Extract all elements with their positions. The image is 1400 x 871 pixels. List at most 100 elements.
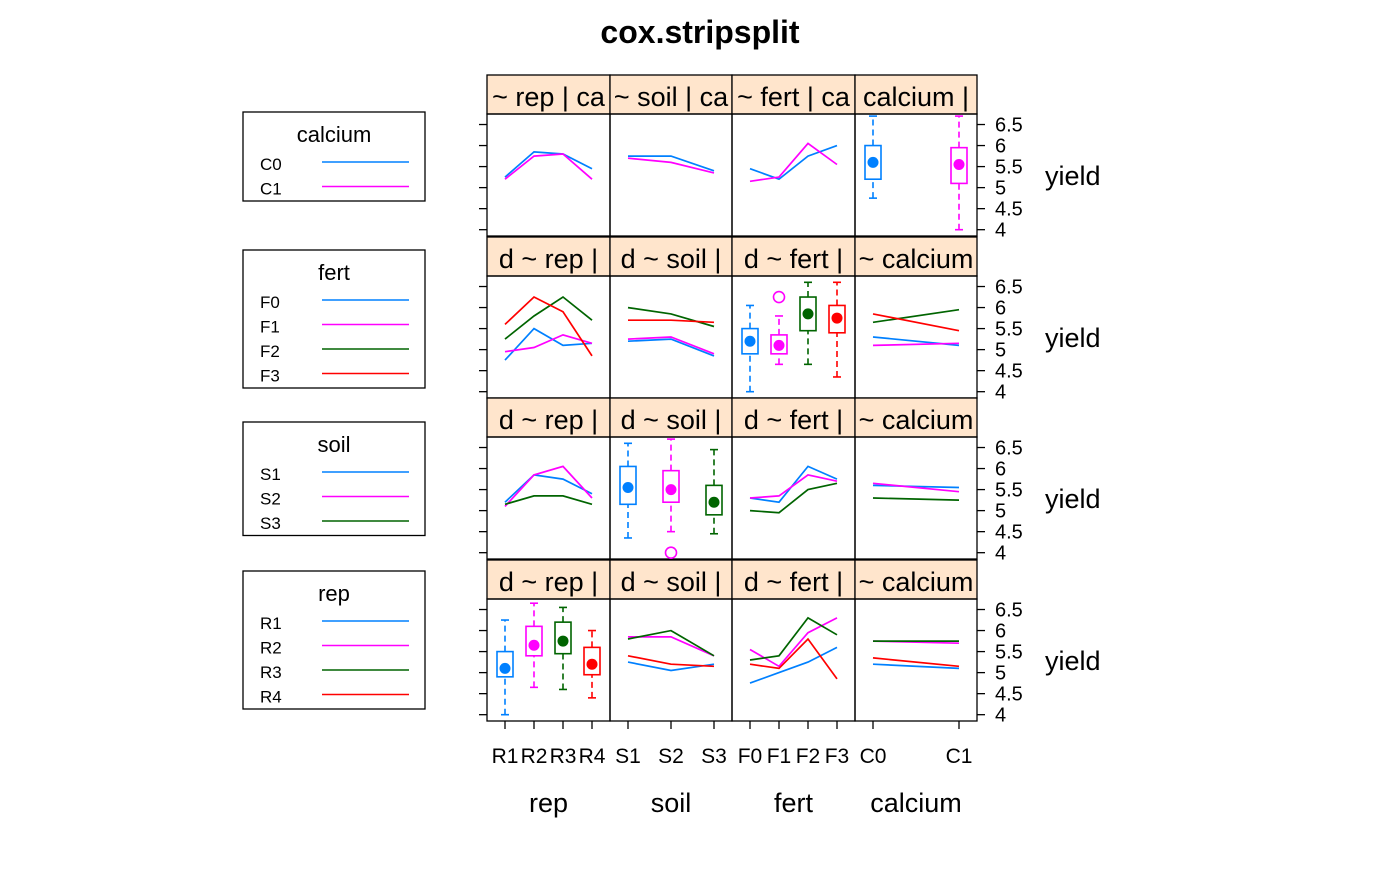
series-line-F0 xyxy=(627,338,715,357)
x-tick-label: S3 xyxy=(701,745,727,768)
legend-entry-label: C0 xyxy=(260,155,282,174)
panel-calcium-by-rep: ~ rep | ca xyxy=(486,74,611,237)
box-body xyxy=(950,146,968,185)
legend-entry-label: S3 xyxy=(260,514,281,533)
y-tick-label: 6 xyxy=(995,621,1006,643)
x-axis-label: soil xyxy=(651,788,692,818)
y-axis-label: yield xyxy=(1045,323,1101,353)
box-body xyxy=(770,334,788,355)
series-line-S3 xyxy=(504,495,593,506)
strip-label: ~ calcium xyxy=(859,405,974,435)
x-tick-label: C0 xyxy=(860,745,887,768)
x-tick-label: S2 xyxy=(658,745,684,768)
x-axis-fert: F0 F1 F2 F3 fert xyxy=(738,721,849,818)
median-dot xyxy=(953,158,965,170)
series-line-R4 xyxy=(627,654,715,668)
strip xyxy=(854,74,978,115)
median-dot xyxy=(665,484,677,496)
x-tick-label: C1 xyxy=(946,745,973,768)
panel-frame xyxy=(731,113,856,237)
legend-entry-label: S2 xyxy=(260,490,281,509)
strip xyxy=(731,236,856,277)
strip xyxy=(609,236,733,277)
legend-frame xyxy=(242,570,426,710)
panel-fert-by-rep: d ~ rep | xyxy=(486,236,611,399)
box-C0 xyxy=(864,115,882,199)
series-line-F2 xyxy=(872,308,960,324)
panel-rep-by-calcium: ~ calcium xyxy=(854,559,978,722)
series-line-S2 xyxy=(504,465,593,507)
median-dot xyxy=(773,339,785,351)
box-body xyxy=(496,650,514,678)
strip-label: d ~ rep | xyxy=(499,244,598,274)
box-body xyxy=(619,465,637,506)
strip-label: d ~ fert | xyxy=(744,244,843,274)
median-dot xyxy=(528,639,540,651)
strip xyxy=(609,397,733,438)
y-tick-label: 6 xyxy=(995,459,1006,481)
y-tick-label: 6.5 xyxy=(995,115,1023,137)
legend-soil: soil S1 S2 S3 xyxy=(242,421,426,537)
y-axis-label: yield xyxy=(1045,484,1101,514)
y-tick-label: 4 xyxy=(995,382,1006,404)
box-body xyxy=(864,144,882,181)
legend-title: soil xyxy=(317,432,350,457)
x-axis-soil: S1 S2 S3 soil xyxy=(615,721,727,818)
box-F0 xyxy=(741,304,759,393)
series-line-R2 xyxy=(749,617,838,668)
median-dot xyxy=(867,156,879,168)
box-R2 xyxy=(525,602,543,689)
series-line-F0 xyxy=(504,327,593,361)
panel-frame xyxy=(609,598,733,722)
series-line-C0 xyxy=(628,155,715,172)
x-tick-label: F2 xyxy=(796,745,821,768)
series-line-S1 xyxy=(872,484,960,489)
strip-label: d ~ soil | xyxy=(621,567,722,597)
panel-frame xyxy=(854,436,978,560)
x-axis-label: fert xyxy=(774,788,814,818)
x-tick-label: F0 xyxy=(738,745,763,768)
median-dot xyxy=(708,496,720,508)
y-tick-label: 4.5 xyxy=(995,361,1023,383)
box-S1 xyxy=(619,442,637,539)
median-dot xyxy=(499,662,511,674)
panel-frame xyxy=(609,113,733,237)
box-body xyxy=(741,327,759,355)
legend-entry-label: F1 xyxy=(260,318,280,337)
y-tick-label: 4.5 xyxy=(995,684,1023,706)
y-tick-label: 5 xyxy=(995,340,1006,362)
y-axis-label: yield xyxy=(1045,646,1101,676)
y-axis-row-calcium: 44.555.566.5 yield xyxy=(479,115,1101,242)
legend-frame xyxy=(242,111,426,202)
outlier-point xyxy=(664,546,678,559)
box-body xyxy=(799,296,817,332)
panel-calcium-by-soil: ~ soil | ca xyxy=(609,74,733,237)
x-axis-calcium: C0 C1 calcium xyxy=(860,721,973,818)
series-line-F3 xyxy=(628,319,715,324)
panel-soil-by-calcium: ~ calcium xyxy=(854,397,978,560)
strip-label: d ~ soil | xyxy=(621,244,722,274)
y-axis-row-soil: 44.555.566.5 yield xyxy=(479,438,1101,565)
legend-calcium: calcium C0 C1 xyxy=(242,111,426,202)
legend-entry-label: R4 xyxy=(260,688,282,707)
y-axis-row-fert: 44.555.566.5 yield xyxy=(479,277,1101,404)
y-tick-label: 4 xyxy=(995,220,1006,242)
series-line-F1 xyxy=(504,333,593,353)
panel-rep-by-soil: d ~ soil | xyxy=(609,559,733,722)
series-line-R1 xyxy=(872,663,960,670)
strip-label: ~ calcium xyxy=(859,567,974,597)
panel-soil-by-rep: d ~ rep | xyxy=(486,397,611,560)
box-R3 xyxy=(554,606,572,691)
strip xyxy=(854,559,978,600)
x-tick-label: R1 xyxy=(492,745,519,768)
legend-entry-label: S1 xyxy=(260,465,281,484)
series-line-S3 xyxy=(749,482,838,514)
y-tick-label: 6.5 xyxy=(995,600,1023,622)
box-body xyxy=(705,484,723,516)
series-line-R2 xyxy=(628,636,715,657)
series-line-R4 xyxy=(749,637,838,680)
legend-title: fert xyxy=(318,260,350,285)
legend-fert: fert F0 F1 F2 F3 xyxy=(242,249,426,389)
y-tick-label: 5 xyxy=(995,178,1006,200)
series-line-F2 xyxy=(627,306,715,328)
